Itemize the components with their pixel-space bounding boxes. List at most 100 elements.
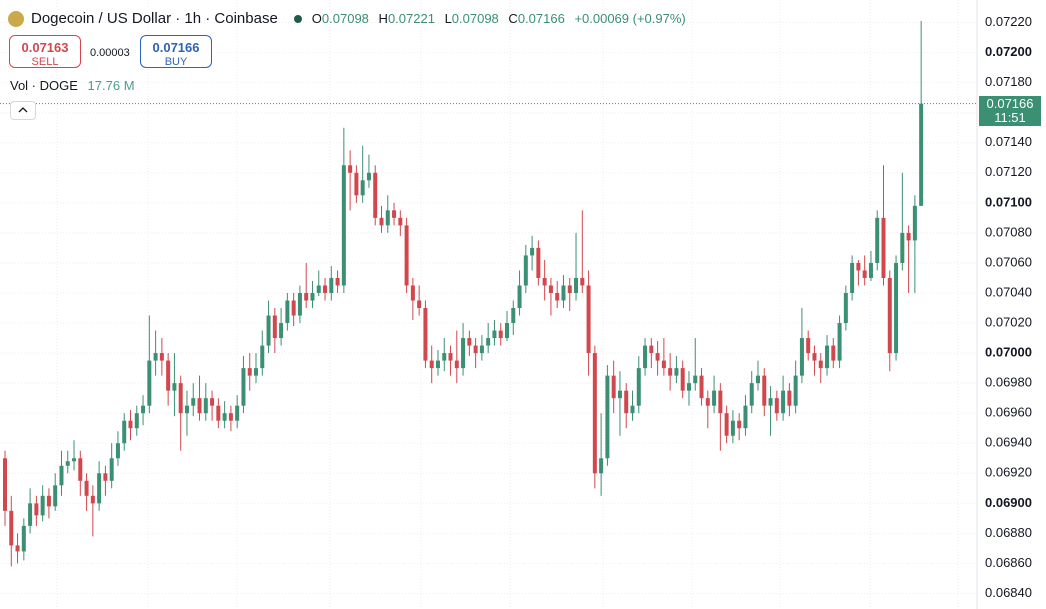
candle-body [291,300,296,316]
candle-body [919,103,924,206]
candle-body [285,300,290,324]
candle-body [567,285,572,293]
candle-body [548,285,553,293]
candle-body [850,262,855,293]
candle-body [279,323,284,339]
volume-label: Vol · DOGE [10,78,78,93]
candle-body [3,458,7,511]
candle-body [730,420,735,436]
candle-body [718,390,723,414]
candle-body [442,353,447,361]
candle-body [21,525,26,552]
candle-body [680,368,685,391]
y-tick-label: 0.06880 [985,525,1032,540]
buy-price: 0.07166 [152,40,200,55]
candle-body [191,398,196,406]
candle-body [668,368,673,376]
collapse-button[interactable] [10,101,36,120]
candle-body [674,368,679,376]
header: Dogecoin / US Dollar · 1h · Coinbase O0.… [8,10,686,27]
candle-body [793,375,798,406]
candle-body [536,247,541,278]
candle-body [141,405,146,414]
y-tick-label: 0.07040 [985,284,1032,299]
candle-body [310,292,315,301]
candle-body [843,292,848,324]
y-tick-label: 0.07060 [985,254,1032,269]
y-tick-label: 0.07020 [985,314,1032,329]
candle-body [756,375,760,384]
candle-body [574,277,579,293]
candle-body [65,461,70,466]
candle-body [561,285,566,301]
buy-button[interactable]: 0.07166 BUY [140,35,212,68]
candle-body [159,353,164,361]
sell-price: 0.07163 [21,40,69,55]
candle-body [787,390,792,406]
volume-legend: Vol · DOGE 17.76 M [10,78,135,93]
last-price-label: 0.07166 11:51 [979,96,1041,126]
ohlc: O0.07098 H0.07221 L0.07098 C0.07166 +0.0… [312,11,686,26]
candle-body [392,210,397,218]
candle-body [630,405,635,414]
candle-body [216,405,221,421]
candle-body [109,458,114,481]
candle-body [78,458,83,481]
candle-body [72,458,77,462]
countdown: 11:51 [994,110,1026,125]
candle-body [134,413,139,429]
candle-body [103,473,108,481]
candle-body [712,390,717,406]
sell-label: SELL [31,56,59,68]
h-label: H [378,11,388,26]
c-value: 0.07166 [517,11,565,26]
candle-body [881,217,886,278]
y-tick-label: 0.07120 [985,164,1032,179]
candle-body [28,503,33,526]
candle-body [348,165,353,173]
candle-body [172,383,177,391]
candle-body [624,390,629,414]
chevron [18,107,28,113]
candle-body [417,300,422,309]
candle-body [912,205,917,241]
candle-body [686,383,691,391]
candle-body [241,368,246,406]
candle-body [385,210,390,226]
candle-body [210,398,215,406]
candle-body [166,360,171,391]
candle-body [379,217,384,226]
candle-body [643,345,648,369]
candle-body [530,247,535,256]
candle-body [128,420,133,429]
candle-body [887,277,892,354]
candle-body [398,217,403,226]
candle-body [454,360,459,369]
candle-body [799,338,804,376]
candle-body [354,172,359,196]
y-tick-label: 0.07080 [985,224,1032,239]
candle-body [222,413,227,421]
y-tick-label: 0.07140 [985,134,1032,149]
candle-body [360,180,365,196]
candle-body [429,360,434,369]
candle-body [461,338,466,369]
candle-body [59,465,64,486]
o-value: 0.07098 [321,11,369,26]
candle-body [329,277,334,293]
candle-body [53,485,58,507]
candle-body [304,292,309,301]
y-tick-label: 0.06960 [985,405,1032,420]
sell-button[interactable]: 0.07163 SELL [9,35,81,68]
l-value: 0.07098 [451,11,499,26]
candle-body [97,473,102,504]
candle-body [599,458,604,474]
candle-body [366,172,371,181]
candle-body [34,503,39,516]
candle-body [498,330,503,339]
buy-label: BUY [164,56,188,68]
candle-body [818,360,823,369]
candle-body [894,262,899,354]
candle-body [84,480,89,496]
y-tick-label: 0.06900 [985,495,1032,510]
